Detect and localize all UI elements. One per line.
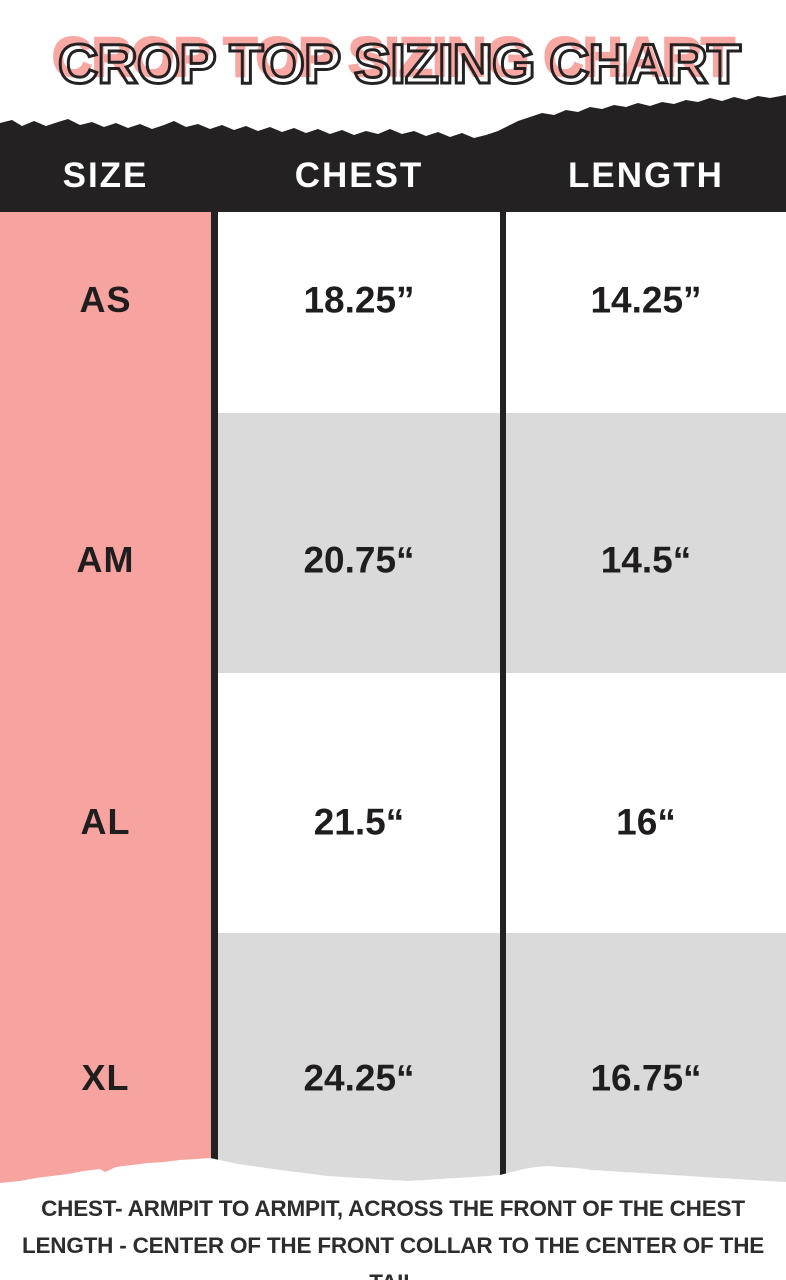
torn-edge-bottom bbox=[0, 1158, 786, 1214]
size-column-background bbox=[0, 212, 211, 1205]
row-al-size-label: AL bbox=[80, 801, 131, 842]
footer-line-length: LENGTH - CENTER OF THE FRONT COLLAR TO T… bbox=[21, 1233, 765, 1280]
row-as-chest-value: 18.25” bbox=[303, 279, 415, 321]
row-al-chest-value: 21.5“ bbox=[313, 801, 405, 843]
row-xl-size-label: XL bbox=[81, 1057, 130, 1098]
header-cell-length: LENGTH bbox=[568, 156, 724, 195]
header-cell-size: SIZE bbox=[62, 156, 149, 195]
column-divider-2 bbox=[500, 212, 506, 1185]
page-title: CROP TOP SIZING CHART CROP TOP SIZING CH… bbox=[51, 25, 743, 96]
row-as-length-value: 14.25” bbox=[590, 279, 702, 321]
row-al-length-value: 16“ bbox=[616, 801, 676, 843]
row-am-size-label: AM bbox=[76, 539, 135, 580]
header-cell-chest: CHEST bbox=[294, 156, 424, 195]
torn-edge-top bbox=[0, 95, 786, 216]
page-title-fill: CROP TOP SIZING CHART bbox=[51, 25, 736, 89]
row-as-size-label: AS bbox=[79, 279, 132, 320]
column-divider-1 bbox=[211, 212, 218, 1185]
row-xl-length-value: 16.75“ bbox=[590, 1057, 702, 1099]
footer-notes: CHEST- ARMPIT TO ARMPIT, ACROSS THE FRON… bbox=[0, 1190, 786, 1280]
footer-line-chest: CHEST- ARMPIT TO ARMPIT, ACROSS THE FRON… bbox=[41, 1196, 745, 1221]
row-xl-chest-value: 24.25“ bbox=[303, 1057, 415, 1099]
row-am-length-value: 14.5“ bbox=[600, 539, 692, 581]
page-title-wrap: CROP TOP SIZING CHART CROP TOP SIZING CH… bbox=[0, 25, 786, 96]
row-am-chest-value: 20.75“ bbox=[303, 539, 415, 581]
